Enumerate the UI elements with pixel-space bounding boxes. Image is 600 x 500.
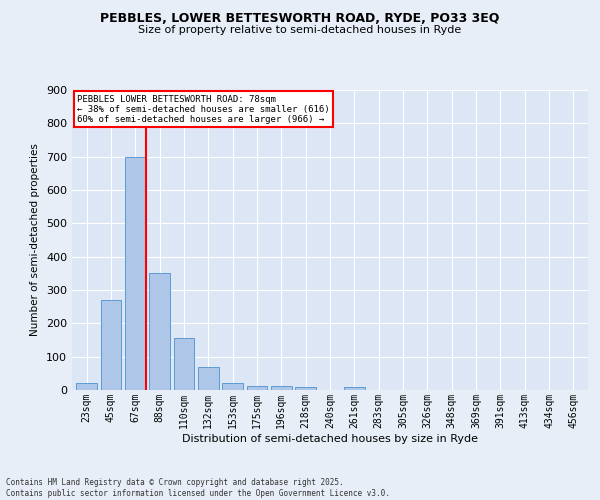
Bar — [271, 386, 292, 390]
Y-axis label: Number of semi-detached properties: Number of semi-detached properties — [31, 144, 40, 336]
Bar — [247, 386, 268, 390]
Text: PEBBLES, LOWER BETTESWORTH ROAD, RYDE, PO33 3EQ: PEBBLES, LOWER BETTESWORTH ROAD, RYDE, P… — [100, 12, 500, 26]
Bar — [198, 366, 218, 390]
Bar — [125, 156, 146, 390]
Bar — [76, 384, 97, 390]
Text: PEBBLES LOWER BETTESWORTH ROAD: 78sqm
← 38% of semi-detached houses are smaller : PEBBLES LOWER BETTESWORTH ROAD: 78sqm ← … — [77, 94, 330, 124]
Bar — [344, 388, 365, 390]
Bar — [222, 382, 243, 390]
Bar — [173, 338, 194, 390]
Bar — [149, 274, 170, 390]
Bar — [295, 388, 316, 390]
Text: Contains HM Land Registry data © Crown copyright and database right 2025.
Contai: Contains HM Land Registry data © Crown c… — [6, 478, 390, 498]
X-axis label: Distribution of semi-detached houses by size in Ryde: Distribution of semi-detached houses by … — [182, 434, 478, 444]
Bar — [101, 300, 121, 390]
Text: Size of property relative to semi-detached houses in Ryde: Size of property relative to semi-detach… — [139, 25, 461, 35]
